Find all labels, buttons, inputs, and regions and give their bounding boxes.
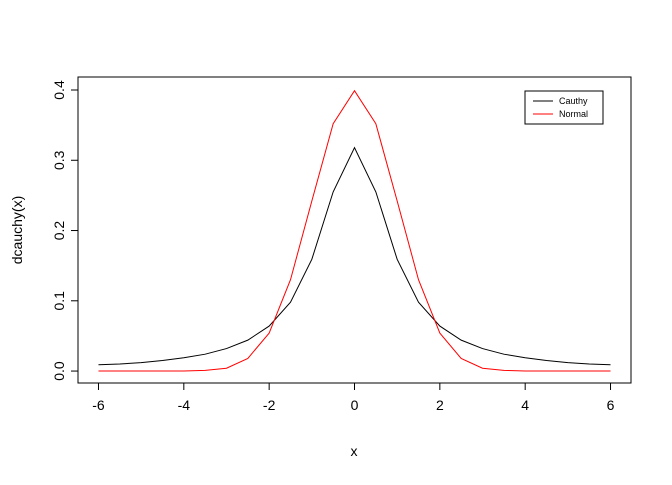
x-tick-label: 2 [436,397,444,413]
x-tick-label: -6 [92,397,105,413]
series-line [98,89,611,372]
legend-box [524,90,604,125]
legend-label: Cauthy [559,96,588,106]
x-tick-label: -4 [178,397,191,413]
y-tick-label: 0.0 [51,361,67,381]
series-line [98,146,611,366]
x-tick-label: 4 [521,397,529,413]
x-tick-label: 0 [351,397,359,413]
x-tick-label: 6 [607,397,615,413]
y-tick-label: 0.2 [51,221,67,241]
y-tick-label: 0.4 [51,80,67,100]
y-axis-title: dcauchy(x) [9,196,25,264]
legend-label: Normal [559,109,588,119]
x-axis-title: x [351,443,358,459]
y-tick-label: 0.3 [51,150,67,170]
y-tick-label: 0.1 [51,291,67,311]
x-tick-label: -2 [263,397,276,413]
